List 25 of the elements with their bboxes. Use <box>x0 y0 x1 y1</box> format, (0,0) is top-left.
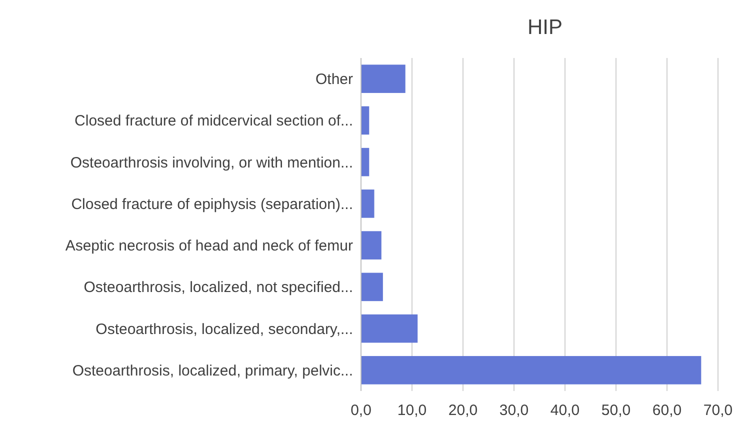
y-tick-label: Other <box>315 71 354 88</box>
x-tick-label: 50,0 <box>601 402 631 419</box>
y-tick-label: Closed fracture of epiphysis (separation)... <box>71 196 353 213</box>
y-tick-label: Osteoarthrosis involving, or with mention... <box>70 154 353 172</box>
y-tick-label: Osteoarthrosis, localized, secondary,... <box>96 320 353 338</box>
bar <box>361 64 406 93</box>
x-tick-label: 10,0 <box>397 402 427 419</box>
bar <box>361 272 383 302</box>
x-tick-label: 40,0 <box>550 402 580 419</box>
y-tick-label: Osteoarthrosis, localized, not specified... <box>84 279 353 296</box>
chart-title: HIP <box>527 16 563 39</box>
y-tick-label: Closed fracture of midcervical section of... <box>74 112 353 130</box>
bar <box>361 148 370 176</box>
x-tick-label: 70,0 <box>703 402 733 419</box>
bar <box>361 356 702 384</box>
x-tick-label: 60,0 <box>652 402 682 419</box>
bar <box>361 106 370 135</box>
y-tick-label: Aseptic necrosis of head and neck of femur <box>65 238 353 255</box>
x-tick-label: 20,0 <box>448 402 478 419</box>
bar <box>361 190 374 218</box>
bar <box>361 314 418 343</box>
bar <box>361 231 382 260</box>
x-tick-label: 0,0 <box>350 402 372 419</box>
x-tick-label: 30,0 <box>499 402 529 419</box>
y-tick-label: Osteoarthrosis, localized, primary, pelvic... <box>72 362 353 380</box>
